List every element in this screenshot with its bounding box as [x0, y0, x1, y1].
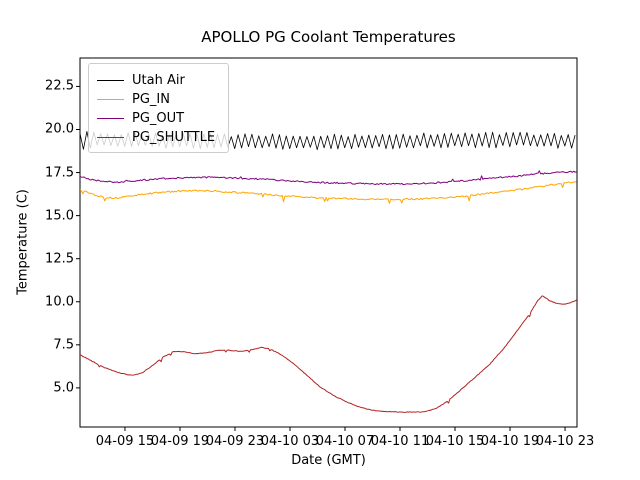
- y-tick-label: 7.5: [53, 337, 74, 353]
- series-line-pg-in: [80, 181, 577, 204]
- y-tick-label: 22.5: [45, 78, 74, 94]
- y-tick-label: 10.0: [45, 294, 74, 310]
- legend-item-pg-in: PG_IN: [97, 90, 220, 109]
- utah-air-line-sample: [97, 80, 124, 81]
- x-tick-label: 04-09 15: [95, 434, 155, 449]
- x-tick-label: 04-09 23: [205, 434, 265, 449]
- legend-label: PG_OUT: [132, 111, 185, 126]
- pg-shuttle-line-sample: [97, 137, 124, 138]
- x-tick-label: 04-10 23: [535, 434, 595, 449]
- pg-out-line-sample: [97, 118, 124, 119]
- legend-label: Utah Air: [132, 73, 185, 88]
- legend-label: PG_IN: [132, 92, 170, 107]
- x-tick-label: 04-10 07: [315, 434, 375, 449]
- legend-item-pg-out: PG_OUT: [97, 109, 220, 128]
- y-tick-label: 5.0: [53, 380, 74, 396]
- x-axis-label: Date (GMT): [291, 453, 366, 468]
- x-tick-label: 04-10 19: [480, 434, 540, 449]
- y-tick-label: 12.5: [45, 251, 74, 267]
- legend: Utah Air PG_IN PG_OUT PG_SHUTTLE: [88, 63, 229, 153]
- pg-in-line-sample: [97, 99, 124, 100]
- y-tick-label: 20.0: [45, 121, 74, 137]
- y-tick-label: 15.0: [45, 208, 74, 224]
- series-line-pg-shuttle: [80, 295, 577, 413]
- legend-item-pg-shuttle: PG_SHUTTLE: [97, 128, 220, 147]
- axes-spines: [79, 57, 578, 428]
- legend-label: PG_SHUTTLE: [132, 130, 216, 145]
- series-line-pg-out: [80, 170, 577, 186]
- x-tick-label: 04-10 03: [260, 434, 320, 449]
- chart-title: APOLLO PG Coolant Temperatures: [201, 28, 456, 46]
- x-tick-label: 04-09 19: [150, 434, 210, 449]
- legend-item-utah-air: Utah Air: [97, 71, 220, 90]
- x-tick-label: 04-10 15: [425, 434, 485, 449]
- x-tick-label: 04-10 11: [370, 434, 430, 449]
- y-tick-label: 17.5: [45, 165, 74, 181]
